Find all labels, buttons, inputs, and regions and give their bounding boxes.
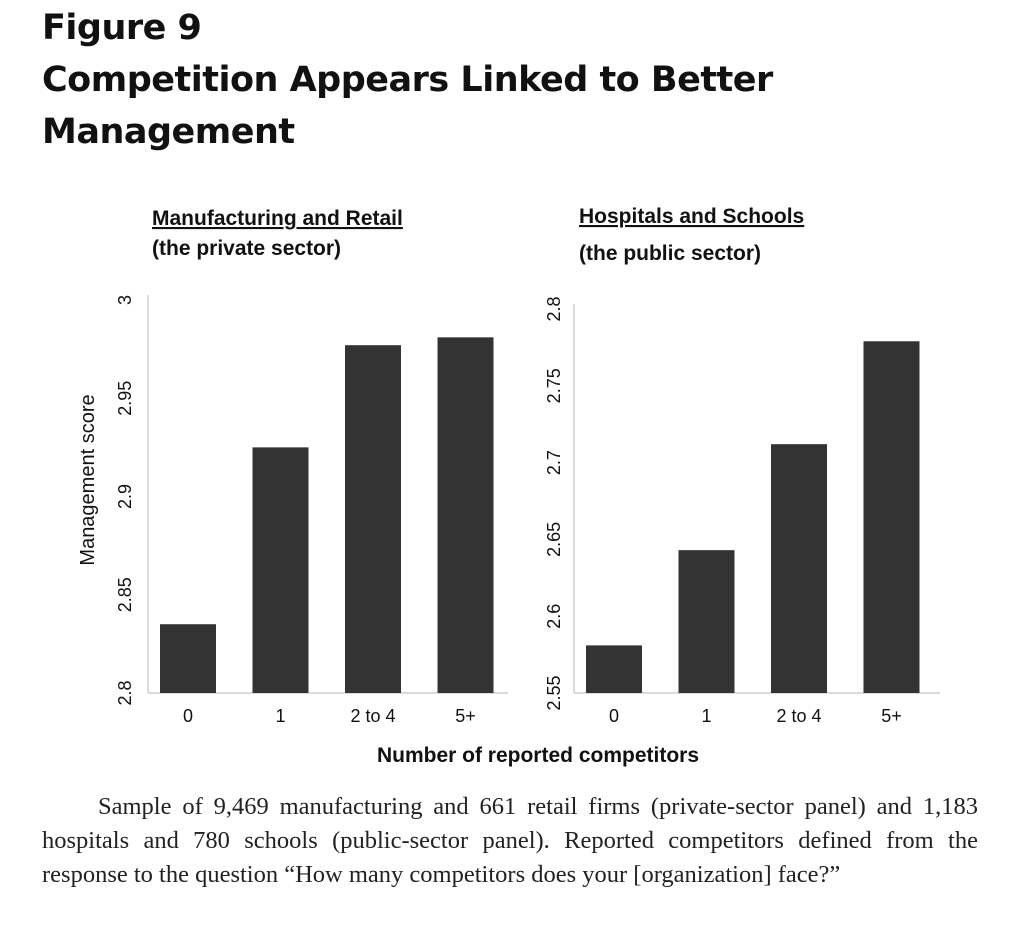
bar bbox=[863, 341, 920, 693]
bar bbox=[160, 624, 216, 693]
x-tick-label: 0 bbox=[609, 706, 619, 726]
figure-title: Figure 9 Competition Appears Linked to B… bbox=[42, 2, 942, 158]
panel-private-sector: Manufacturing and Retail (the private se… bbox=[115, 207, 508, 726]
y-axis-title: Management score bbox=[77, 394, 99, 565]
x-tick-label: 1 bbox=[701, 706, 711, 726]
figure-title-line1: Competition Appears Linked to Better bbox=[42, 60, 773, 100]
panel-subtitle-private: (the private sector) bbox=[152, 237, 341, 260]
bar bbox=[345, 345, 401, 693]
bar bbox=[437, 337, 494, 693]
x-tick-label: 2 to 4 bbox=[776, 706, 821, 726]
y-tick-label: 3 bbox=[115, 295, 135, 305]
panel-title-public: Hospitals and Schools bbox=[579, 205, 804, 228]
panel-public-sector: Hospitals and Schools (the public sector… bbox=[544, 205, 940, 726]
panel-title-private: Manufacturing and Retail bbox=[152, 207, 403, 230]
x-tick-label: 5+ bbox=[455, 706, 476, 726]
x-tick-label: 1 bbox=[275, 706, 285, 726]
bars-private: 2.8 2.85 2.9 2.95 3 0 1 2 to 4 5+ bbox=[115, 295, 508, 726]
charts-svg: Manufacturing and Retail (the private se… bbox=[77, 205, 940, 767]
y-tick-label: 2.8 bbox=[544, 296, 564, 321]
bars-public: 2.55 2.6 2.65 2.7 2.75 2.8 0 1 2 to 4 5+ bbox=[544, 296, 940, 726]
y-tick-label: 2.6 bbox=[544, 604, 564, 629]
y-tick-label: 2.65 bbox=[544, 522, 564, 557]
y-tick-label: 2.95 bbox=[115, 381, 135, 416]
bar bbox=[771, 444, 827, 693]
panel-subtitle-public: (the public sector) bbox=[579, 242, 761, 265]
figure-label: Figure 9 bbox=[42, 8, 202, 48]
y-tick-label: 2.9 bbox=[115, 484, 135, 509]
y-tick-label: 2.8 bbox=[115, 680, 135, 705]
bar bbox=[678, 550, 735, 693]
bar bbox=[586, 645, 642, 693]
bar bbox=[252, 447, 309, 693]
x-tick-label: 2 to 4 bbox=[350, 706, 395, 726]
figure-title-line2: Management bbox=[42, 112, 295, 152]
x-axis-title: Number of reported competitors bbox=[377, 744, 699, 767]
y-tick-label: 2.75 bbox=[544, 368, 564, 403]
figure-caption: Sample of 9,469 manufacturing and 661 re… bbox=[42, 793, 978, 888]
x-tick-label: 0 bbox=[183, 706, 193, 726]
x-tick-label: 5+ bbox=[881, 706, 902, 726]
y-tick-label: 2.85 bbox=[115, 577, 135, 612]
y-tick-label: 2.55 bbox=[544, 675, 564, 710]
y-tick-label: 2.7 bbox=[544, 450, 564, 475]
